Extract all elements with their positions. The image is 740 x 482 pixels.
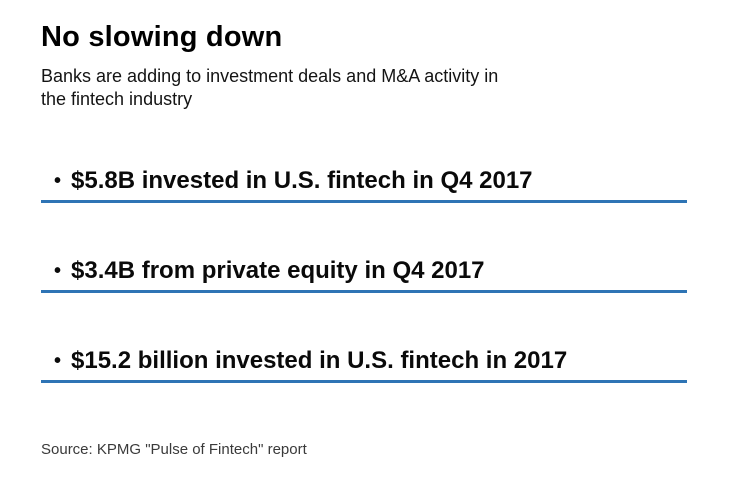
bullet-icon: • <box>54 350 62 372</box>
fact-text: $3.4B from private equity in Q4 2017 <box>71 257 485 284</box>
fact-text: $15.2 billion invested in U.S. fintech i… <box>71 347 568 374</box>
fact-row: • $15.2 billion invested in U.S. fintech… <box>54 346 687 376</box>
fact-item-2017-total: • $15.2 billion invested in U.S. fintech… <box>41 346 687 383</box>
fact-item-private-equity: • $3.4B from private equity in Q4 2017 <box>41 256 687 293</box>
fact-row: • $5.8B invested in U.S. fintech in Q4 2… <box>54 166 687 196</box>
subtitle-line-2: the fintech industry <box>41 89 193 109</box>
fact-text: $5.8B invested in U.S. fintech in Q4 201… <box>71 167 533 194</box>
fact-row: • $3.4B from private equity in Q4 2017 <box>54 256 687 286</box>
fact-item-q4-invested: • $5.8B invested in U.S. fintech in Q4 2… <box>41 166 687 203</box>
subtitle-line-1: Banks are adding to investment deals and… <box>41 66 499 86</box>
bullet-icon: • <box>54 170 62 192</box>
subtitle: Banks are adding to investment deals and… <box>41 65 740 111</box>
bullet-icon: • <box>54 260 62 282</box>
page-title: No slowing down <box>41 21 283 53</box>
fact-list: • $5.8B invested in U.S. fintech in Q4 2… <box>41 166 740 383</box>
source-attribution: Source: KPMG "Pulse of Fintech" report <box>41 441 307 458</box>
